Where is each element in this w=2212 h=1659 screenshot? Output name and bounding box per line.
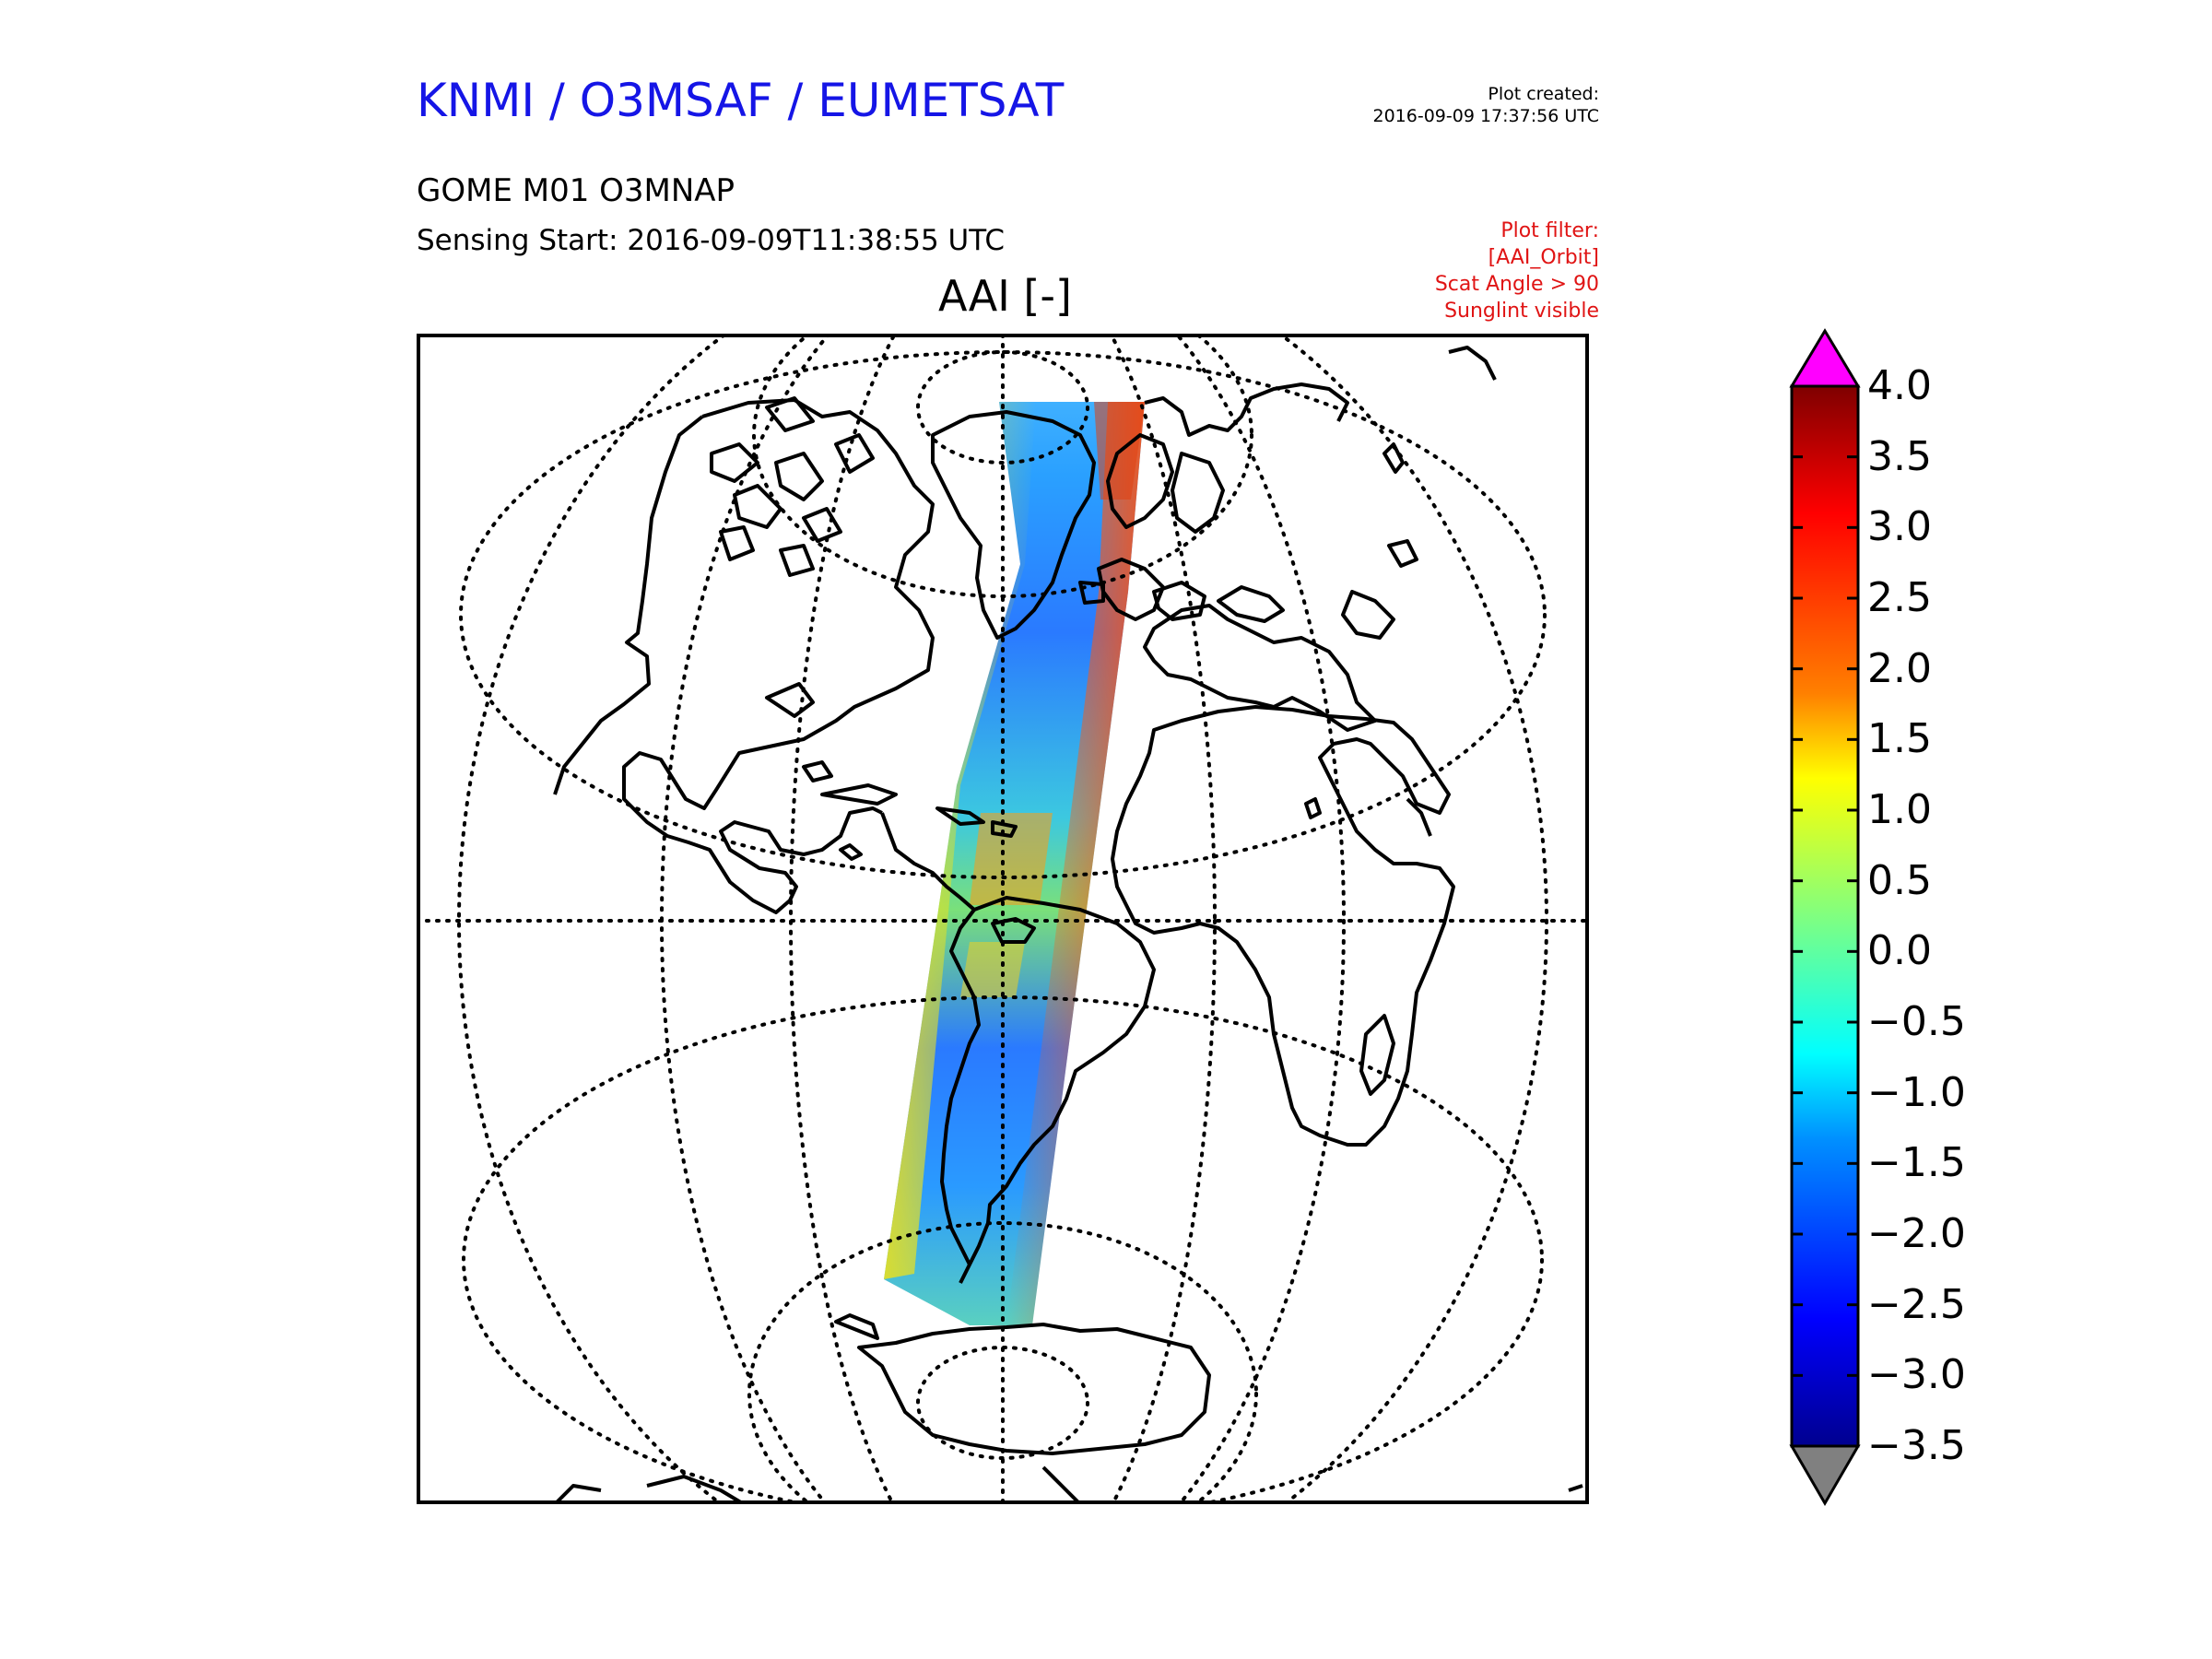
plot-filter-label: Plot filter: [1500,219,1599,242]
colorbar-tick-label: −3.5 [1867,1422,1966,1469]
colorbar-tick-label: −2.5 [1867,1280,1966,1328]
colorbar-ticks [1792,384,1858,1448]
map-frame [417,334,1589,1504]
satellite-swath [884,402,1145,1325]
colorbar-tick-label: 2.5 [1867,574,1932,621]
colorbar-tick-label: 4.0 [1867,362,1932,409]
plot-created-label: Plot created: [1488,84,1599,104]
coastlines [553,346,1583,1504]
sensing-start: Sensing Start: 2016-09-09T11:38:55 UTC [417,224,1005,257]
colorbar-tick-label: 1.0 [1867,786,1932,833]
colorbar-tick-label: 2.0 [1867,644,1932,692]
plot-filter: Plot filter: [AAI_Orbit] Scat Angle > 90… [1435,218,1599,324]
map-title: AAI [-] [938,271,1072,321]
colorbar-under-triangle [1789,1444,1861,1506]
plot-filter-scat-angle: Scat Angle > 90 [1434,273,1599,296]
colorbar-tick-label: −3.0 [1867,1351,1966,1399]
colorbar-over-triangle [1789,328,1861,388]
graticule [417,334,1589,1504]
plot-created-info: Plot created: 2016-09-09 17:37:56 UTC [1373,83,1600,127]
colorbar-tick-label: 0.0 [1867,927,1932,975]
colorbar-tick-label: 3.5 [1867,432,1932,480]
product-name: GOME M01 O3MNAP [417,172,735,209]
plot-filter-sunglint: Sunglint visible [1444,300,1599,323]
colorbar [1789,328,1861,1506]
colorbar-tick-label: 0.5 [1867,856,1932,904]
map-panel [417,334,1589,1504]
colorbar-gradient [1790,384,1860,1448]
colorbar-tick-label: 3.0 [1867,503,1932,551]
colorbar-tick-label: −1.5 [1867,1139,1966,1187]
plot-filter-orbit: [AAI_Orbit] [1488,246,1599,269]
colorbar-tick-label: −0.5 [1867,998,1966,1045]
colorbar-tick-label: 1.5 [1867,715,1932,763]
colorbar-tick-label: −2.0 [1867,1210,1966,1257]
plot-title: KNMI / O3MSAF / EUMETSAT [417,74,1065,127]
colorbar-tick-label: −1.0 [1867,1068,1966,1116]
plot-created-value: 2016-09-09 17:37:56 UTC [1372,106,1600,126]
